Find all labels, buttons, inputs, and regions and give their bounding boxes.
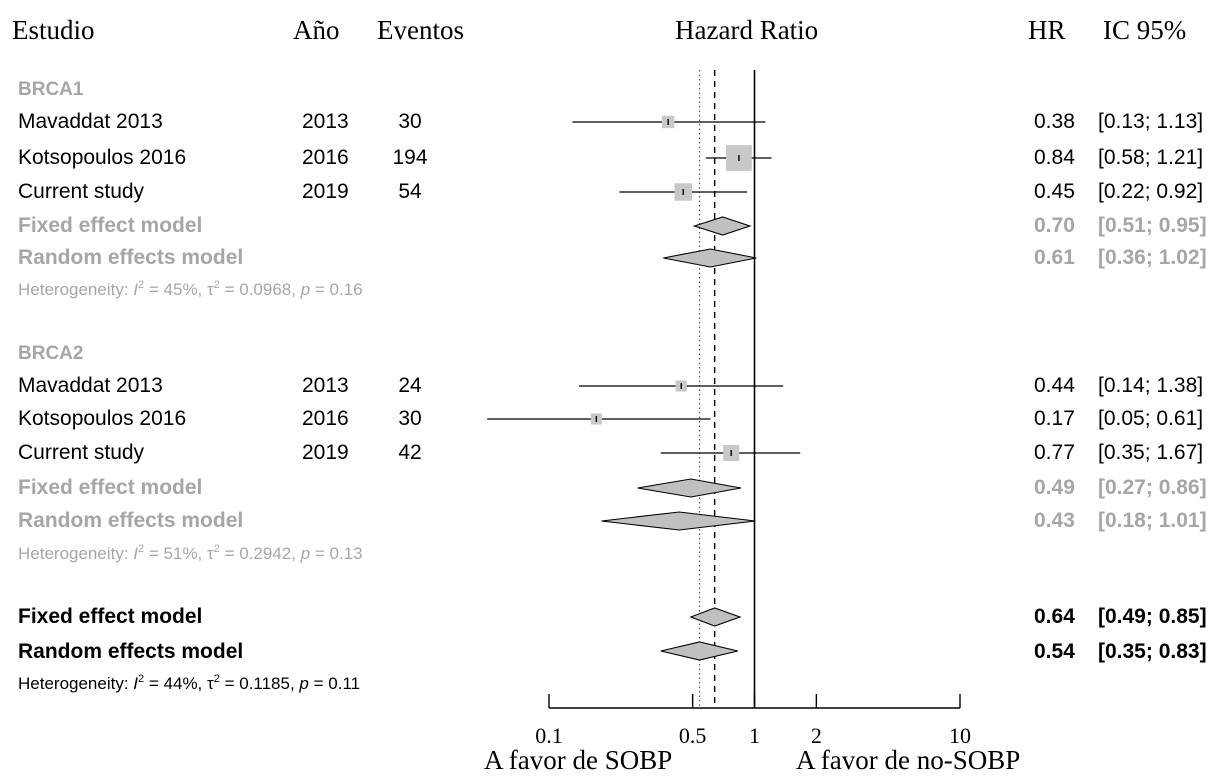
study-ci: [0.13; 1.13]: [1098, 110, 1204, 133]
random-effects-ci: [0.36; 1.02]: [1098, 246, 1207, 269]
random-effects-label: Random effects model: [18, 246, 244, 269]
x-tick-label: 1: [749, 723, 760, 748]
study-hr: 0.44: [1034, 374, 1075, 397]
xlabel-right: A favor de no-SOBP: [796, 745, 1021, 775]
study-hr: 0.84: [1034, 146, 1075, 169]
study-name: Current study: [18, 180, 145, 203]
xlabel-left: A favor de SOBP: [484, 745, 673, 775]
overall-random-ci: [0.35; 0.83]: [1098, 640, 1207, 663]
fixed-effect-hr: 0.70: [1034, 214, 1075, 237]
header-ci: IC 95%: [1103, 15, 1187, 45]
random-effects-hr: 0.61: [1034, 246, 1075, 269]
x-tick-label: 10: [949, 723, 971, 748]
random-effects-diamond: [601, 511, 756, 531]
overall-fixed-hr: 0.64: [1034, 605, 1075, 628]
study-events: 42: [398, 441, 422, 464]
fixed-effect-hr: 0.49: [1034, 476, 1075, 499]
study-year: 2016: [302, 407, 349, 430]
header-year: Año: [293, 15, 340, 45]
study-events: 194: [392, 146, 428, 169]
study-year: 2019: [302, 180, 349, 203]
x-tick-label: 0.5: [679, 723, 707, 748]
study-year: 2019: [302, 441, 349, 464]
overall-random-diamond: [660, 641, 738, 661]
overall-fixed-label: Fixed effect model: [18, 605, 203, 628]
x-tick-label: 0.1: [535, 723, 563, 748]
overall-random-label: Random effects model: [18, 640, 244, 663]
overall-random-hr: 0.54: [1034, 640, 1075, 663]
heterogeneity-text: Heterogeneity: I2 = 45%, τ2 = 0.0968, p …: [18, 279, 363, 299]
study-hr: 0.45: [1034, 180, 1075, 203]
fixed-effect-ci: [0.51; 0.95]: [1098, 214, 1207, 237]
header-events: Eventos: [377, 15, 464, 45]
study-name: Current study: [18, 441, 145, 464]
random-effects-diamond: [663, 248, 757, 268]
header-hazard-ratio: Hazard Ratio: [675, 15, 819, 45]
heterogeneity-text: Heterogeneity: I2 = 51%, τ2 = 0.2942, p …: [18, 543, 363, 563]
study-name: Kotsopoulos 2016: [18, 146, 187, 169]
overall-fixed-ci: [0.49; 0.85]: [1098, 605, 1207, 628]
header-study: Estudio: [12, 15, 95, 45]
study-ci: [0.35; 1.67]: [1098, 441, 1204, 464]
group-label-brca2: BRCA2: [18, 343, 84, 364]
study-year: 2013: [302, 110, 349, 133]
study-ci: [0.22; 0.92]: [1098, 180, 1204, 203]
study-events: 54: [398, 180, 422, 203]
study-hr: 0.17: [1034, 407, 1075, 430]
study-ci: [0.05; 0.61]: [1098, 407, 1204, 430]
study-events: 24: [398, 374, 422, 397]
study-ci: [0.14; 1.38]: [1098, 374, 1204, 397]
random-effects-label: Random effects model: [18, 509, 244, 532]
heterogeneity-text: Heterogeneity: I2 = 44%, τ2 = 0.1185, p …: [18, 673, 361, 693]
random-effects-hr: 0.43: [1034, 509, 1075, 532]
study-year: 2013: [302, 374, 349, 397]
study-name: Kotsopoulos 2016: [18, 407, 187, 430]
random-effects-ci: [0.18; 1.01]: [1098, 509, 1207, 532]
study-hr: 0.77: [1034, 441, 1075, 464]
header-hr: HR: [1028, 15, 1066, 45]
fixed-effect-label: Fixed effect model: [18, 214, 203, 237]
study-year: 2016: [302, 146, 349, 169]
study-ci: [0.58; 1.21]: [1098, 146, 1204, 169]
fixed-effect-diamond: [692, 216, 752, 236]
study-name: Mavaddat 2013: [18, 374, 163, 397]
study-hr: 0.38: [1034, 110, 1075, 133]
overall-fixed-diamond: [689, 607, 742, 627]
study-events: 30: [398, 407, 422, 430]
study-events: 30: [398, 110, 422, 133]
group-label-brca1: BRCA1: [18, 79, 84, 100]
x-tick-label: 2: [811, 723, 822, 748]
study-name: Mavaddat 2013: [18, 110, 163, 133]
fixed-effect-diamond: [637, 478, 742, 498]
fixed-effect-ci: [0.27; 0.86]: [1098, 476, 1207, 499]
fixed-effect-label: Fixed effect model: [18, 476, 203, 499]
